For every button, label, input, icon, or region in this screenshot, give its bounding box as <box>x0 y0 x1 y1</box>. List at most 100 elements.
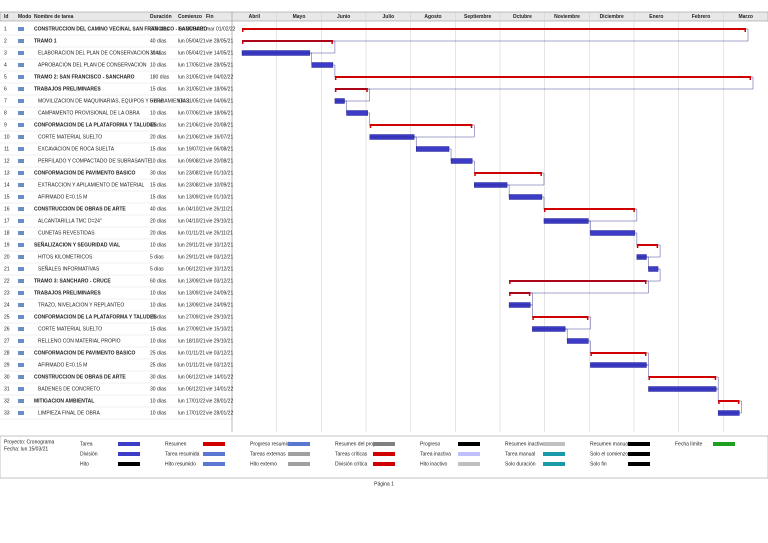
summary-cap <box>749 76 751 80</box>
summary-cap <box>633 208 635 212</box>
task-start: lun 19/07/21 <box>178 146 206 152</box>
link <box>716 388 719 402</box>
link <box>565 328 568 342</box>
link <box>648 376 719 390</box>
task-duration: 15 días <box>150 194 167 200</box>
mode-icon <box>18 123 24 127</box>
task-name: AFIRMADO E=0.15 M <box>38 194 87 200</box>
task-bar <box>450 158 473 164</box>
summary-cap <box>331 40 333 44</box>
task-name: SEÑALIZACION Y SEGURIDAD VIAL <box>34 241 120 248</box>
task-end: vie 03/12/21 <box>206 362 233 368</box>
task-id: 15 <box>4 194 10 200</box>
task-end: vie 29/10/21 <box>206 218 233 224</box>
task-duration: 10 días <box>150 398 167 404</box>
summary-cap <box>648 376 650 380</box>
task-start: lun 18/10/21 <box>178 338 206 344</box>
link <box>588 340 591 354</box>
link <box>367 112 370 126</box>
summary-bar <box>532 316 589 318</box>
task-name: CONFORMACION DE LA PLATAFORMA Y TALUDES <box>34 314 157 320</box>
link <box>646 256 649 270</box>
task-start: lun 04/10/21 <box>178 218 206 224</box>
summary-cap <box>509 280 511 284</box>
mode-icon <box>18 303 24 307</box>
mode-icon <box>18 411 24 415</box>
task-name: CONFORMACION DE LA PLATAFORMA Y TALUDES <box>34 122 157 128</box>
mode-icon <box>18 243 24 247</box>
link <box>509 292 533 306</box>
month-label: Enero <box>649 14 663 20</box>
month-label: Marzo <box>738 14 752 20</box>
task-start: lun 31/05/21 <box>178 98 206 104</box>
task-id: 22 <box>4 278 10 284</box>
legend-label: Hito externo <box>250 461 277 467</box>
legend-label: Resumen inactivo <box>505 441 545 447</box>
summary-cap <box>369 124 372 128</box>
legend-box <box>0 435 768 479</box>
mode-icon <box>18 291 24 295</box>
link <box>507 184 510 198</box>
summary-cap <box>242 40 244 44</box>
legend-label: Resumen <box>165 441 187 447</box>
task-end: vie 26/11/21 <box>206 230 233 236</box>
task-id: 2 <box>4 38 7 44</box>
task-name: MITIGACION AMBIENTAL <box>34 398 94 404</box>
legend-symbol <box>373 452 395 456</box>
legend-symbol <box>118 462 140 466</box>
mode-icon <box>18 387 24 391</box>
mode-icon <box>18 195 24 199</box>
task-duration: 15 días <box>150 146 167 152</box>
month-label: Mayo <box>293 14 306 20</box>
task-id: 3 <box>4 50 7 56</box>
task-end: vie 28/01/22 <box>206 410 233 416</box>
task-duration: 30 días <box>150 170 167 176</box>
mode-icon <box>18 39 24 43</box>
task-id: 5 <box>4 74 7 80</box>
legend-symbol <box>288 452 310 456</box>
task-end: vie 14/05/21 <box>206 50 233 56</box>
mode-icon <box>18 231 24 235</box>
task-start: lun 07/06/21 <box>178 110 206 116</box>
mode-icon <box>18 255 24 259</box>
summary-cap <box>636 244 639 248</box>
task-start: lun 06/12/21 <box>178 266 206 272</box>
task-name: TRAZO, NIVELACION Y REPLANTEO <box>38 302 124 308</box>
summary-cap <box>644 352 647 356</box>
task-start: lun 05/04/21 <box>178 26 206 32</box>
legend-symbol <box>628 452 650 456</box>
mode-icon <box>18 315 24 319</box>
task-start: lun 05/04/21 <box>178 38 206 44</box>
task-end: mar 01/02/22 <box>206 26 236 32</box>
legend-symbol <box>288 442 310 446</box>
month-label: Febrero <box>692 14 711 20</box>
task-name: MOVILIZACION DE MAQUINARIAS, EQUIPOS Y H… <box>38 98 190 104</box>
task-name: CORTE MATERIAL SUELTO <box>38 134 102 140</box>
task-end: vie 20/08/21 <box>206 122 233 128</box>
task-duration: 30 días <box>150 386 167 392</box>
legend-label: Tarea resumida <box>165 451 200 457</box>
legend-symbol <box>203 442 225 446</box>
task-name: HITOS KILOMETRICOS <box>38 254 93 260</box>
task-name: CONSTRUCCION DE OBRAS DE ARTE <box>34 206 126 212</box>
month-label: Septiembre <box>464 14 491 20</box>
task-end: vie 18/06/21 <box>206 86 233 92</box>
link <box>414 136 417 150</box>
mode-icon <box>18 351 24 355</box>
legend-symbol <box>543 442 565 446</box>
task-name: CAMPAMENTO PROVISIONAL DE LA OBRA <box>38 110 140 116</box>
task-name: CUNETAS REVESTIDAS <box>38 230 95 236</box>
task-end: vie 29/10/21 <box>206 338 233 344</box>
task-start: lun 13/09/21 <box>178 302 206 308</box>
task-start: lun 06/12/21 <box>178 386 206 392</box>
task-end: vie 24/09/21 <box>206 302 233 308</box>
summary-cap <box>334 76 337 80</box>
task-duration: 15 días <box>150 182 167 188</box>
task-name: CONFORMACION DE PAVIMENTO BASICO <box>34 350 136 356</box>
task-duration: 15 días <box>150 86 167 92</box>
task-end: vie 28/05/21 <box>206 38 233 44</box>
summary-cap <box>714 376 717 380</box>
task-end: vie 20/08/21 <box>206 158 233 164</box>
legend-label: Tareas críticas <box>335 451 368 457</box>
